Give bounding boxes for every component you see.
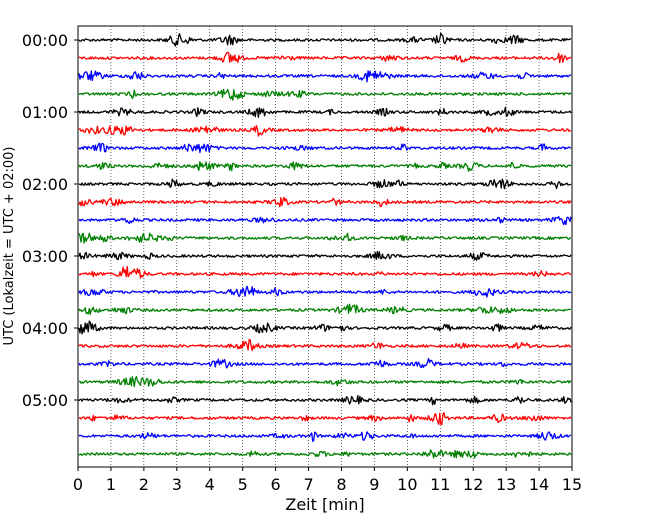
y-tick-label-0: 00:00 (22, 31, 68, 50)
x-tick-label-14: 14 (529, 475, 549, 494)
x-tick-label-6: 6 (271, 475, 281, 494)
y-axis-label: UTC (Lokalzeit = UTC + 02:00) (2, 147, 17, 346)
x-tick-label-12: 12 (463, 475, 483, 494)
trace-0315 (78, 265, 572, 279)
trace-0345 (78, 303, 572, 315)
trace-0215 (78, 196, 572, 208)
trace-0545 (78, 449, 572, 459)
y-axis-ticks: 00:00 01:00 02:00 03:00 04:00 05:00 (22, 31, 78, 410)
trace-0145 (78, 160, 572, 172)
trace-0115 (78, 124, 572, 137)
trace-0445 (78, 376, 572, 388)
x-axis-label: Zeit [min] (285, 495, 364, 514)
trace-0045 (78, 88, 572, 101)
y-tick-label-3: 03:00 (22, 247, 68, 266)
trace-0330 (78, 285, 572, 298)
trace-0430 (78, 357, 572, 369)
trace-0100 (78, 106, 572, 118)
trace-0245 (78, 232, 572, 244)
trace-0015 (78, 51, 572, 64)
x-tick-label-8: 8 (336, 475, 346, 494)
x-tick-label-9: 9 (369, 475, 379, 494)
y-tick-label-4: 04:00 (22, 319, 68, 338)
x-tick-label-2: 2 (139, 475, 149, 494)
x-tick-label-5: 5 (238, 475, 248, 494)
trace-0400 (78, 320, 572, 335)
trace-0530 (78, 431, 572, 443)
x-tick-label-11: 11 (430, 475, 450, 494)
x-tick-label-15: 15 (562, 475, 582, 494)
trace-0000 (78, 32, 572, 47)
x-tick-label-7: 7 (303, 475, 313, 494)
trace-0200 (79, 178, 572, 190)
trace-0230 (78, 215, 572, 226)
x-tick-label-4: 4 (205, 475, 215, 494)
trace-0300 (78, 250, 572, 261)
trace-0415 (78, 338, 572, 352)
seismogram-traces (78, 32, 572, 459)
y-tick-label-5: 05:00 (22, 391, 68, 410)
plot-frame (77, 25, 573, 468)
y-tick-label-2: 02:00 (22, 175, 68, 194)
x-tick-label-10: 10 (397, 475, 417, 494)
trace-0515 (78, 411, 572, 426)
trace-0030 (78, 70, 572, 83)
trace-0500 (78, 395, 572, 406)
x-tick-label-13: 13 (496, 475, 516, 494)
x-tick-label-3: 3 (172, 475, 182, 494)
x-tick-label-0: 0 (73, 475, 83, 494)
y-tick-label-1: 01:00 (22, 103, 68, 122)
trace-0130 (78, 142, 572, 154)
x-axis-ticks: 0 1 2 3 4 5 6 7 8 9 10 11 12 13 14 15 (73, 467, 582, 494)
x-tick-label-1: 1 (106, 475, 116, 494)
